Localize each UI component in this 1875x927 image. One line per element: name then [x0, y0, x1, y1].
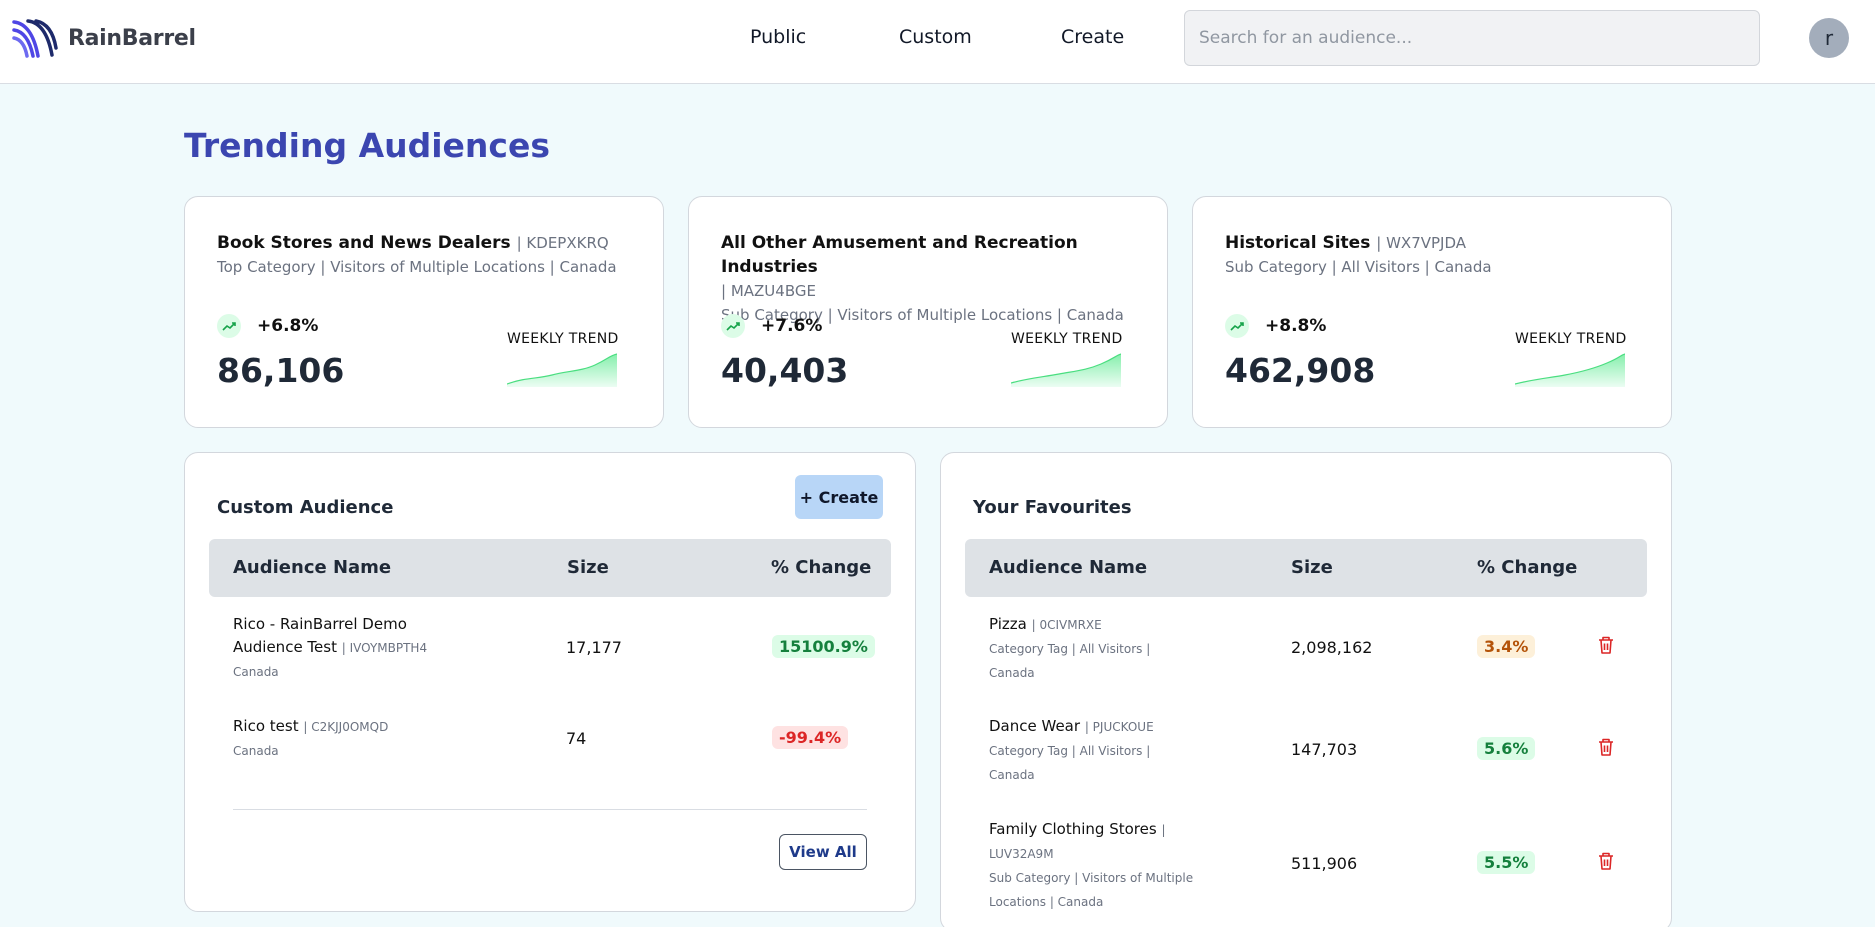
- audience-size: 511,906: [1291, 854, 1358, 873]
- trending-size: 40,403: [721, 351, 849, 390]
- trending-meta: Top Category | Visitors of Multiple Loca…: [217, 258, 617, 276]
- trending-meta: Sub Category | All Visitors | Canada: [1225, 258, 1492, 276]
- col-change[interactable]: % Change: [1477, 557, 1578, 578]
- trending-card[interactable]: Book Stores and News Dealers | KDEPXKRQ …: [184, 196, 664, 428]
- audience-size: 147,703: [1291, 740, 1358, 759]
- audience-size: 17,177: [566, 638, 622, 657]
- change-badge: 3.4%: [1477, 635, 1536, 658]
- weekly-trend-sparkline: [1011, 353, 1121, 387]
- custom-audience-panel: Custom Audience + Create Audience Name S…: [184, 452, 916, 912]
- audience-name: Rico test: [233, 717, 299, 735]
- change-badge: -99.4%: [772, 726, 849, 749]
- audience-meta: Canada: [989, 768, 1035, 782]
- table-row[interactable]: Rico test | C2KJJ0OMQD Canada: [233, 715, 388, 763]
- table-row[interactable]: Dance Wear | PJUCKOUE Category Tag | All…: [989, 715, 1154, 787]
- audience-meta: Canada: [233, 744, 279, 758]
- audience-meta: Sub Category | Visitors of Multiple: [989, 871, 1194, 885]
- trending-size: 86,106: [217, 351, 345, 390]
- audience-meta: Canada: [233, 665, 279, 679]
- audience-id-separator: |: [1161, 823, 1166, 837]
- audience-size: 2,098,162: [1291, 638, 1373, 657]
- app-name: RainBarrel: [68, 25, 196, 51]
- trending-name: All Other Amusement and Recreation Indus…: [721, 233, 1078, 277]
- audience-name: Family Clothing Stores: [989, 820, 1157, 838]
- trending-size: 462,908: [1225, 351, 1376, 390]
- table-header: Audience Name Size % Change: [209, 539, 891, 597]
- trending-change: +8.8%: [1265, 316, 1327, 336]
- trending-up-icon: [217, 314, 241, 338]
- audience-name: Dance Wear: [989, 717, 1081, 735]
- search-input[interactable]: [1184, 10, 1760, 66]
- weekly-trend-sparkline: [1515, 353, 1625, 387]
- col-change[interactable]: % Change: [771, 557, 872, 578]
- trending-card[interactable]: Historical Sites | WX7VPJDA Sub Category…: [1192, 196, 1672, 428]
- audience-size: 74: [566, 729, 587, 748]
- top-navbar: RainBarrel Public Custom Create r: [0, 0, 1875, 84]
- rainbarrel-logo-icon: [12, 19, 58, 58]
- trending-up-icon: [1225, 314, 1249, 338]
- trending-meta: Sub Category | Visitors of Multiple Loca…: [721, 306, 1124, 324]
- table-row[interactable]: Pizza | 0CIVMRXE Category Tag | All Visi…: [989, 613, 1150, 685]
- create-audience-button[interactable]: + Create: [795, 475, 883, 519]
- audience-meta: Canada: [989, 666, 1035, 680]
- table-header: Audience Name Size % Change: [965, 539, 1647, 597]
- audience-meta: Category Tag | All Visitors |: [989, 744, 1151, 758]
- audience-id: | IVOYMBPTH4: [341, 641, 428, 655]
- trash-icon[interactable]: [1597, 737, 1615, 757]
- change-badge: 5.6%: [1477, 737, 1536, 760]
- audience-id: | 0CIVMRXE: [1031, 618, 1102, 632]
- trending-up-icon: [721, 314, 745, 338]
- audience-name: Rico - RainBarrel Demo: [233, 615, 407, 633]
- trending-change: +6.8%: [257, 316, 319, 336]
- col-audience-name[interactable]: Audience Name: [233, 557, 392, 578]
- audience-id: LUV32A9M: [989, 847, 1054, 861]
- trash-icon[interactable]: [1597, 851, 1615, 871]
- panel-title: Custom Audience: [217, 497, 394, 518]
- divider: [233, 809, 867, 810]
- col-audience-name[interactable]: Audience Name: [989, 557, 1148, 578]
- col-size[interactable]: Size: [567, 557, 609, 578]
- weekly-trend-sparkline: [507, 353, 617, 387]
- trending-name: Historical Sites: [1225, 233, 1371, 253]
- col-size[interactable]: Size: [1291, 557, 1333, 578]
- nav-custom[interactable]: Custom: [899, 26, 972, 48]
- audience-meta: Category Tag | All Visitors |: [989, 642, 1151, 656]
- weekly-trend-label: WEEKLY TREND: [1515, 331, 1627, 347]
- trending-change: +7.6%: [761, 316, 823, 336]
- trending-id: | WX7VPJDA: [1376, 234, 1467, 252]
- trending-id: | MAZU4BGE: [721, 282, 816, 300]
- panel-title: Your Favourites: [973, 497, 1132, 518]
- audience-name: Pizza: [989, 615, 1027, 633]
- audience-id: | PJUCKOUE: [1084, 720, 1154, 734]
- logo[interactable]: RainBarrel: [12, 18, 196, 58]
- trending-card[interactable]: All Other Amusement and Recreation Indus…: [688, 196, 1168, 428]
- trending-name: Book Stores and News Dealers: [217, 233, 511, 253]
- avatar[interactable]: r: [1809, 18, 1849, 58]
- nav-create[interactable]: Create: [1061, 26, 1125, 48]
- nav-public[interactable]: Public: [750, 26, 807, 48]
- audience-meta: Locations | Canada: [989, 895, 1104, 909]
- table-row[interactable]: Rico - RainBarrel Demo Audience Test | I…: [233, 613, 427, 684]
- change-badge: 15100.9%: [772, 635, 875, 658]
- trending-id: | KDEPXKRQ: [516, 234, 609, 252]
- audience-id: | C2KJJ0OMQD: [303, 720, 389, 734]
- page-title: Trending Audiences: [184, 126, 550, 165]
- view-all-button[interactable]: View All: [779, 834, 867, 870]
- favourites-panel: Your Favourites Audience Name Size % Cha…: [940, 452, 1672, 927]
- table-row[interactable]: Family Clothing Stores | LUV32A9M Sub Ca…: [989, 818, 1193, 914]
- change-badge: 5.5%: [1477, 851, 1536, 874]
- weekly-trend-label: WEEKLY TREND: [1011, 331, 1123, 347]
- audience-name: Audience Test: [233, 638, 337, 656]
- trash-icon[interactable]: [1597, 635, 1615, 655]
- weekly-trend-label: WEEKLY TREND: [507, 331, 619, 347]
